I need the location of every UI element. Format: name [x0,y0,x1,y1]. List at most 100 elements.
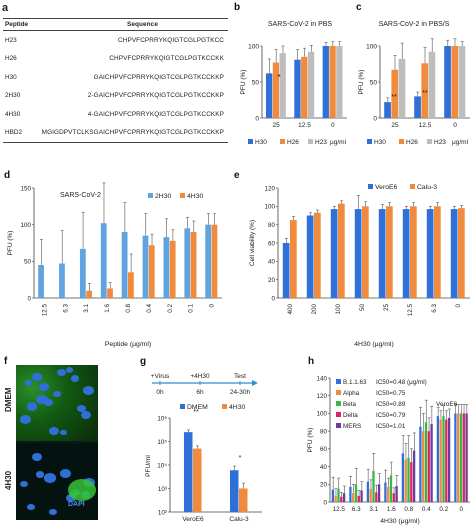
b-bar [272,62,280,118]
c-x-tick-label: 0 [453,122,457,129]
d-bar [59,263,65,298]
nucleus-blob [53,390,62,398]
c-legend-unit: μg/ml [452,139,469,146]
nucleus-blob [27,402,38,411]
h-bar [462,413,465,502]
microscopy-4h30-image [16,443,98,520]
g-y-tick-label: 10³ [158,486,167,493]
h-bar [445,419,448,502]
h-y-tick-label: 80 [320,428,328,435]
h-legend-label: MERS [343,423,361,430]
peptide-sequence: GAICHPVFCPRRYKQIGTCGLPGTKCCKKP [93,73,224,81]
e-bar [426,209,434,298]
d-bar [163,237,170,298]
h-legend-label: Beta [343,401,356,408]
d-x-tick-label: 0.2 [167,304,174,313]
nucleus-blob [20,480,29,488]
h-legend-ic50: IC50=0.89 [376,401,406,408]
h-bar [360,490,363,502]
nucleus-blob [20,415,31,424]
h-y-tick-label: 0 [323,499,327,506]
h-bar [375,492,378,502]
h-bar [395,486,398,502]
c-y-tick-label: 100 [366,43,377,50]
table-header: Peptide Sequence [3,18,228,31]
h-bar [342,493,346,502]
h-x-tick-label: 12.5 [333,506,346,513]
e-y-tick-label: 20 [268,277,276,284]
e-bar [402,209,410,298]
e-legend-label: Calu-3 [417,184,437,191]
nucleus-blob [35,394,48,405]
nucleus-blob [24,379,33,387]
b-y-tick-label: 100 [248,43,259,50]
g-y-tick-label: 10⁶ [157,415,167,422]
h-bar [424,422,428,502]
c-bar [451,46,459,118]
h-bar [366,481,370,502]
h-bar [465,413,468,502]
panel-label-e: e [234,170,240,181]
g-significance-annotation: * [239,455,242,462]
d-x-tick-label: 3.1 [83,304,90,313]
g-legend-swatch [222,404,227,409]
h-legend-label: Alpha [343,390,360,397]
c-x-tick-label: 12.5 [419,122,432,129]
b-bar [301,56,308,118]
h-x-tick-label: 0.4 [422,506,431,513]
b-bar [329,46,336,118]
h-bar [419,426,422,502]
np-stain-blob [68,479,96,501]
h-bar [340,496,343,502]
c-significance-annotation: ** [422,90,428,97]
panel-label-h: h [308,356,314,367]
nucleus-blob [32,373,42,381]
c-bar [414,96,421,118]
h-x-tick-label: 1.6 [387,506,396,513]
e-bar [450,209,458,298]
e-bar [386,206,393,298]
d-legend-swatch [148,193,153,198]
b-legend-unit: μg/ml [330,139,347,146]
e-x-axis-label: 4H30 (μg/ml) [354,341,393,348]
peptide-sequence: 4-GAICHPVFCPRRYKQIGTCGLPGTKCCKKP [87,110,224,118]
h-legend-swatch [336,401,341,406]
d-x-axis-label: Peptide (μg/ml) [105,341,151,348]
e-bar [290,220,297,298]
nucleus-blob [32,453,43,462]
e-x-tick-label: 100 [335,304,342,315]
c-legend-swatch [399,139,404,144]
g-bar [184,432,193,512]
g-legend-swatch [180,404,185,409]
header-sequence: Sequence [127,21,158,28]
b-legend-label: H26 [287,139,299,146]
e-bar [306,215,314,298]
h-y-tick-label: 120 [316,393,327,400]
timeline-time-label: 24-30h [230,389,251,396]
b-bar [294,59,301,118]
d-bar [107,288,113,298]
e-x-tick-label: 6.3 [431,304,438,313]
h-y-tick-label: 100 [316,411,327,418]
h-bar [457,413,460,502]
b-x-tick-label: 0 [331,122,335,129]
e-x-tick-label: 25 [383,304,390,312]
d-x-tick-label: 0.1 [188,304,195,313]
b-x-tick-label: 25 [273,122,281,129]
h-bar [387,486,390,502]
microscopy-dmem-image [16,365,98,441]
g-bar [193,448,202,512]
peptide-name: H23 [5,36,17,44]
panel-label-a: a [2,2,9,14]
h-bar [436,416,440,502]
g-legend-label: 4H30 [229,404,245,411]
h-legend-ic50: IC50=0.75 [376,390,406,397]
e-y-axis-label: Cell viability (%) [249,220,256,266]
peptide-sequence: CHPVFCPRRYKQIGTCGLPGTKCC [118,36,224,44]
nucleus-blob [38,383,49,392]
peptide-name: H30 [5,73,17,81]
h-bar [334,495,337,502]
g-x-tick-label: Calu-3 [229,516,249,523]
d-bar [100,223,107,298]
b-legend-label: H30 [255,139,267,146]
